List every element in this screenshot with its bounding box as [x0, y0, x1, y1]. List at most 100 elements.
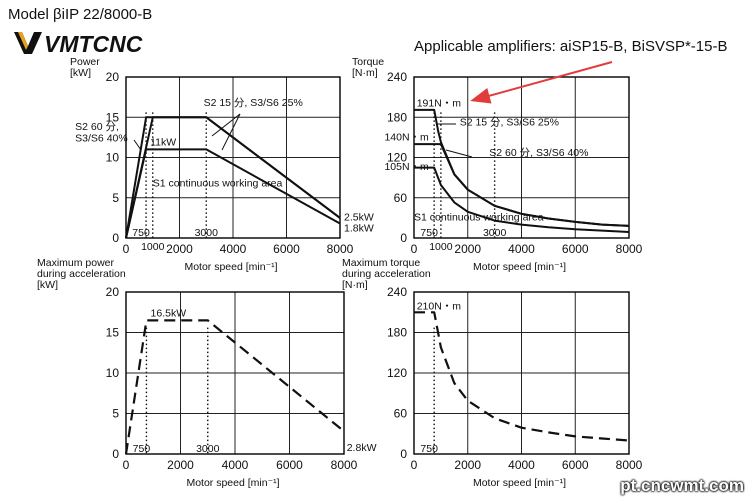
- x-tick-label: 4000: [222, 458, 249, 472]
- y-tick-label: 15: [106, 326, 120, 340]
- leader-line: [133, 139, 142, 151]
- y-tick-label: 240: [387, 70, 407, 84]
- y-axis-label: [kW]: [37, 279, 58, 291]
- x-axis-label: Motor speed [min⁻¹]: [184, 261, 277, 273]
- x-tick-label: 8000: [616, 242, 643, 256]
- torque-chart: 0 2000 4000 6000 8000 0 60 120 180 240 Motor speed…: [352, 56, 643, 273]
- plot-frame: [125, 291, 345, 455]
- y-tick-label: 0: [400, 231, 407, 245]
- speed-marker-label: 1000: [141, 241, 165, 253]
- x-tick-label: 6000: [562, 242, 589, 256]
- watermark: pt.cncwmt.com: [620, 476, 744, 495]
- chart-annotation: S2 15 分, S3/S6 25%: [204, 97, 303, 109]
- x-tick-label: 4000: [220, 242, 247, 256]
- y-tick-label: 180: [387, 110, 407, 124]
- power-chart: 0 2000 4000 6000 8000 0 5 10 15 20 Motor speed [mi…: [70, 56, 374, 273]
- x-tick-label: 4000: [508, 458, 535, 472]
- y-axis-label: [kW]: [70, 67, 91, 79]
- y-tick-label: 120: [387, 366, 407, 380]
- y-tick-label: 15: [106, 110, 120, 124]
- series-line: [125, 116, 341, 239]
- x-tick-label: 2000: [167, 458, 194, 472]
- x-axis-label: Motor speed [min⁻¹]: [473, 261, 566, 273]
- chart-annotation: S1 continuous working area: [153, 177, 283, 189]
- y-tick-label: 20: [106, 285, 120, 299]
- speed-marker-label: 3000: [195, 227, 219, 239]
- x-axis-label: Motor speed [min⁻¹]: [473, 477, 566, 489]
- chart-annotation: 105N・m: [384, 161, 429, 173]
- series-line: [125, 148, 341, 239]
- x-tick-label: 2000: [454, 242, 481, 256]
- y-axis-label: Torque: [352, 56, 384, 68]
- speed-marker-label: 3000: [483, 227, 507, 239]
- x-tick-label: 0: [123, 242, 130, 256]
- x-tick-label: 2000: [454, 458, 481, 472]
- y-tick-label: 5: [112, 191, 119, 205]
- x-axis-label: Motor speed [min⁻¹]: [186, 477, 279, 489]
- chart-annotation: 16.5kW: [151, 307, 187, 319]
- speed-marker-label: 1000: [429, 241, 453, 253]
- chart-annotation: S1 continuous working area: [414, 212, 544, 224]
- x-tick-label: 6000: [273, 242, 300, 256]
- y-tick-label: 20: [106, 70, 120, 84]
- chart-annotation: 11kW: [150, 136, 176, 148]
- leader-line: [221, 113, 241, 151]
- y-axis-label: Maximum torque: [342, 257, 420, 269]
- y-tick-label: 0: [112, 447, 119, 461]
- brand-logo: VMTCNC: [14, 31, 143, 56]
- y-axis-label: during acceleration: [342, 268, 431, 280]
- y-tick-label: 0: [112, 231, 119, 245]
- y-tick-label: 0: [400, 447, 407, 461]
- y-tick-label: 120: [387, 151, 407, 165]
- highlight-arrow: [470, 61, 613, 104]
- series-line: [414, 166, 630, 233]
- logo-accent-mark: [18, 32, 28, 50]
- y-axis-label: Maximum power: [37, 257, 115, 269]
- chart-annotation: 210N・m: [417, 301, 462, 313]
- y-tick-label: 240: [387, 285, 407, 299]
- y-tick-label: 5: [112, 407, 119, 421]
- x-tick-label: 6000: [276, 458, 303, 472]
- chart-annotation: S2 60 分,: [75, 121, 119, 133]
- leader-line: [445, 149, 473, 158]
- series-line: [414, 143, 630, 227]
- speed-marker-label: 750: [420, 443, 438, 455]
- leader-line: [211, 113, 241, 137]
- logo-text: VMTCNC: [44, 31, 143, 56]
- speed-marker-label: 3000: [196, 443, 220, 455]
- speed-marker-label: 750: [420, 227, 438, 239]
- chart-annotation: 2.5kW: [344, 211, 374, 223]
- y-tick-label: 10: [106, 151, 120, 165]
- plot-frame: [125, 76, 341, 239]
- y-axis-label: [N·m]: [352, 67, 378, 79]
- chart-annotation: S2 15 分, S3/S6 25%: [460, 116, 559, 128]
- speed-marker-label: 750: [132, 227, 150, 239]
- y-axis-label: [N·m]: [342, 279, 368, 291]
- y-tick-label: 60: [394, 407, 408, 421]
- max-power-chart: 0 2000 4000 6000 8000 0 5 10 15 20 Motor speed [mi…: [37, 257, 377, 489]
- x-tick-label: 6000: [562, 458, 589, 472]
- x-tick-label: 2000: [166, 242, 193, 256]
- x-tick-label: 8000: [616, 458, 643, 472]
- series-line: [414, 311, 630, 442]
- chart-annotation: 1.8kW: [344, 223, 374, 235]
- y-tick-label: 10: [106, 366, 120, 380]
- plot-frame: [413, 76, 630, 239]
- x-tick-label: 0: [123, 458, 130, 472]
- y-tick-label: 60: [394, 191, 408, 205]
- x-tick-label: 8000: [331, 458, 358, 472]
- plot-frame: [413, 291, 630, 455]
- chart-annotation: S2 60 分, S3/S6 40%: [489, 147, 588, 159]
- chart-annotation: S3/S6 40%: [75, 132, 128, 144]
- y-tick-label: 180: [387, 326, 407, 340]
- chart-annotation: 191N・m: [417, 98, 462, 110]
- x-tick-label: 8000: [327, 242, 354, 256]
- chart-annotation: 2.8kW: [347, 442, 377, 454]
- x-tick-label: 0: [411, 458, 418, 472]
- speed-marker-label: 750: [133, 443, 151, 455]
- x-tick-label: 0: [411, 242, 418, 256]
- max-torque-chart: 0 2000 4000 6000 8000 0 60 120 180 240 Motor speed…: [342, 257, 643, 489]
- applicable-amplifiers: Applicable amplifiers: aiSP15-B, BiSVSP*…: [414, 38, 728, 55]
- y-axis-label: during acceleration: [37, 268, 126, 280]
